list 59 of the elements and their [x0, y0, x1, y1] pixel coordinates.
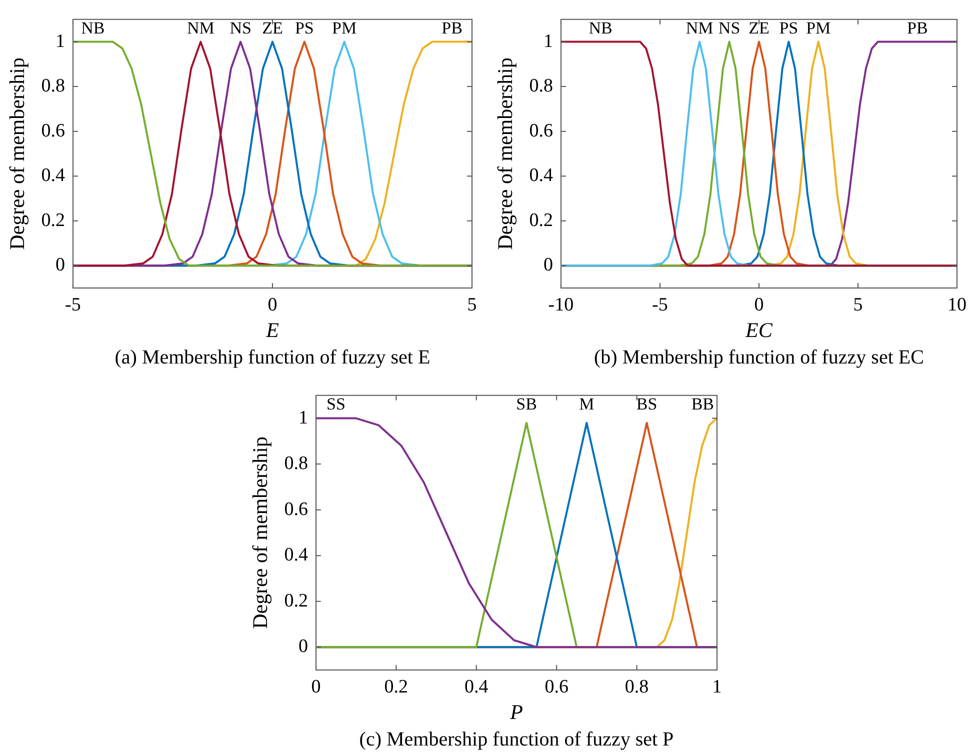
text: (a) Membership function of fuzzy set E: [114, 346, 430, 368]
y-axis-title: Degree of membership: [5, 57, 30, 250]
x-tick-label: 0: [754, 294, 764, 316]
series-label: PB: [442, 18, 462, 38]
series-label: PS: [779, 18, 798, 38]
series-label: ZE: [748, 18, 770, 38]
series-label: SB: [516, 394, 537, 414]
y-tick-label: 0.8: [284, 453, 308, 474]
x-axis-title: P: [509, 700, 524, 724]
y-tick-label: 0.2: [284, 590, 308, 612]
text: (c) Membership function of fuzzy set P: [359, 728, 674, 750]
series-label: NS: [718, 18, 740, 38]
y-tick-label: 0.4: [284, 544, 308, 566]
x-tick-label: -5: [65, 294, 81, 316]
series-label: BS: [636, 394, 658, 414]
y-tick-label: 0.8: [41, 76, 65, 97]
y-tick-label: 0.8: [529, 76, 553, 97]
x-tick-label: 0: [311, 676, 321, 698]
x-tick-label: 1: [712, 676, 722, 698]
series-label: M: [579, 394, 594, 414]
series-label: NB: [588, 18, 612, 38]
y-tick-label: 0.2: [41, 210, 65, 231]
y-tick-label: 0: [55, 254, 65, 276]
x-tick-label: 5: [467, 294, 477, 316]
series-label: ZE: [262, 18, 283, 38]
x-tick-label: 10: [948, 294, 966, 316]
series-label: BB: [691, 394, 714, 414]
x-tick-label: -5: [652, 294, 668, 316]
x-tick-label: 0.8: [624, 676, 649, 698]
y-tick-label: 0.4: [41, 165, 66, 186]
series-label: PS: [294, 18, 314, 38]
series-label: NB: [81, 18, 105, 38]
y-tick-label: 1: [55, 30, 65, 52]
x-axis-title: EC: [744, 318, 774, 342]
x-tick-label: -10: [548, 294, 574, 316]
y-axis-title: Degree of membership: [493, 57, 518, 250]
series-label: NM: [186, 18, 214, 38]
x-tick-label: 0.2: [384, 676, 408, 698]
series-label: PM: [332, 18, 357, 38]
x-tick-label: 0.4: [464, 676, 489, 698]
series-label: NS: [230, 18, 252, 38]
x-tick-label: 0: [268, 294, 278, 316]
y-tick-label: 0: [298, 636, 308, 658]
series-label: SS: [326, 394, 346, 414]
y-tick-label: 0.4: [529, 165, 554, 186]
series-label: PB: [906, 18, 928, 38]
x-tick-label: 5: [853, 294, 863, 316]
y-tick-label: 1: [298, 407, 308, 428]
x-axis-title: E: [265, 318, 280, 342]
y-tick-label: 0.6: [41, 120, 65, 142]
y-tick-label: 0: [543, 254, 553, 276]
y-tick-label: 0.6: [529, 120, 553, 142]
text: (b) Membership function of fuzzy set EC: [594, 346, 924, 368]
series-label: NM: [686, 18, 714, 38]
y-tick-label: 1: [543, 30, 553, 52]
y-tick-label: 0.2: [529, 210, 553, 231]
y-tick-label: 0.6: [284, 498, 308, 520]
series-label: PM: [806, 18, 831, 38]
y-axis-title: Degree of membership: [248, 436, 272, 629]
